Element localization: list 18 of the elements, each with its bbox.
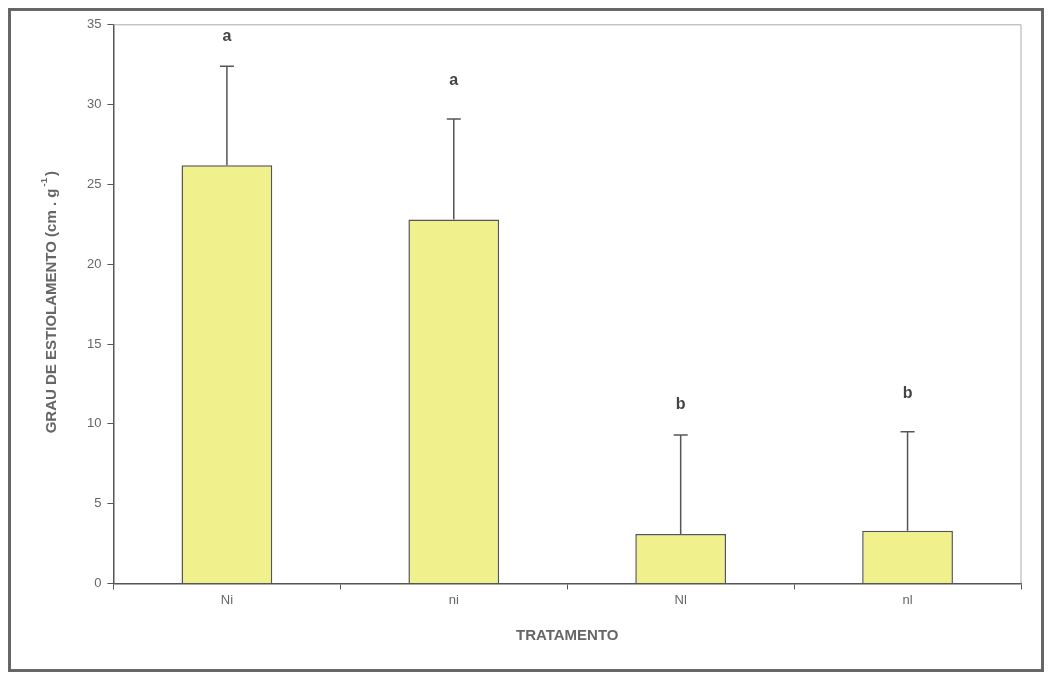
annotation: b <box>675 395 686 413</box>
x-axis-title: TRATAMENTO <box>515 626 619 644</box>
y-tick-label: 0 <box>94 574 102 590</box>
y-tick-label: 5 <box>94 495 102 511</box>
x-tick-label: nl <box>902 591 913 607</box>
y-tick-label: 15 <box>86 335 102 351</box>
annotation: b <box>902 384 913 402</box>
x-tick-label: ni <box>448 591 459 607</box>
y-tick-label: 20 <box>86 255 102 271</box>
annotation: a <box>222 26 232 44</box>
x-tick-label: Ni <box>220 591 234 607</box>
y-tick-label: 35 <box>86 16 102 32</box>
y-tick-label: 10 <box>86 415 102 431</box>
annotation: a <box>449 71 459 89</box>
y-tick-label: 30 <box>86 96 102 112</box>
y-tick-label: 25 <box>86 175 102 191</box>
y-axis-title: GRAU DE ESTIOLAMENTO (cm . g-1) <box>38 170 59 434</box>
x-tick-label: Nl <box>674 591 687 607</box>
